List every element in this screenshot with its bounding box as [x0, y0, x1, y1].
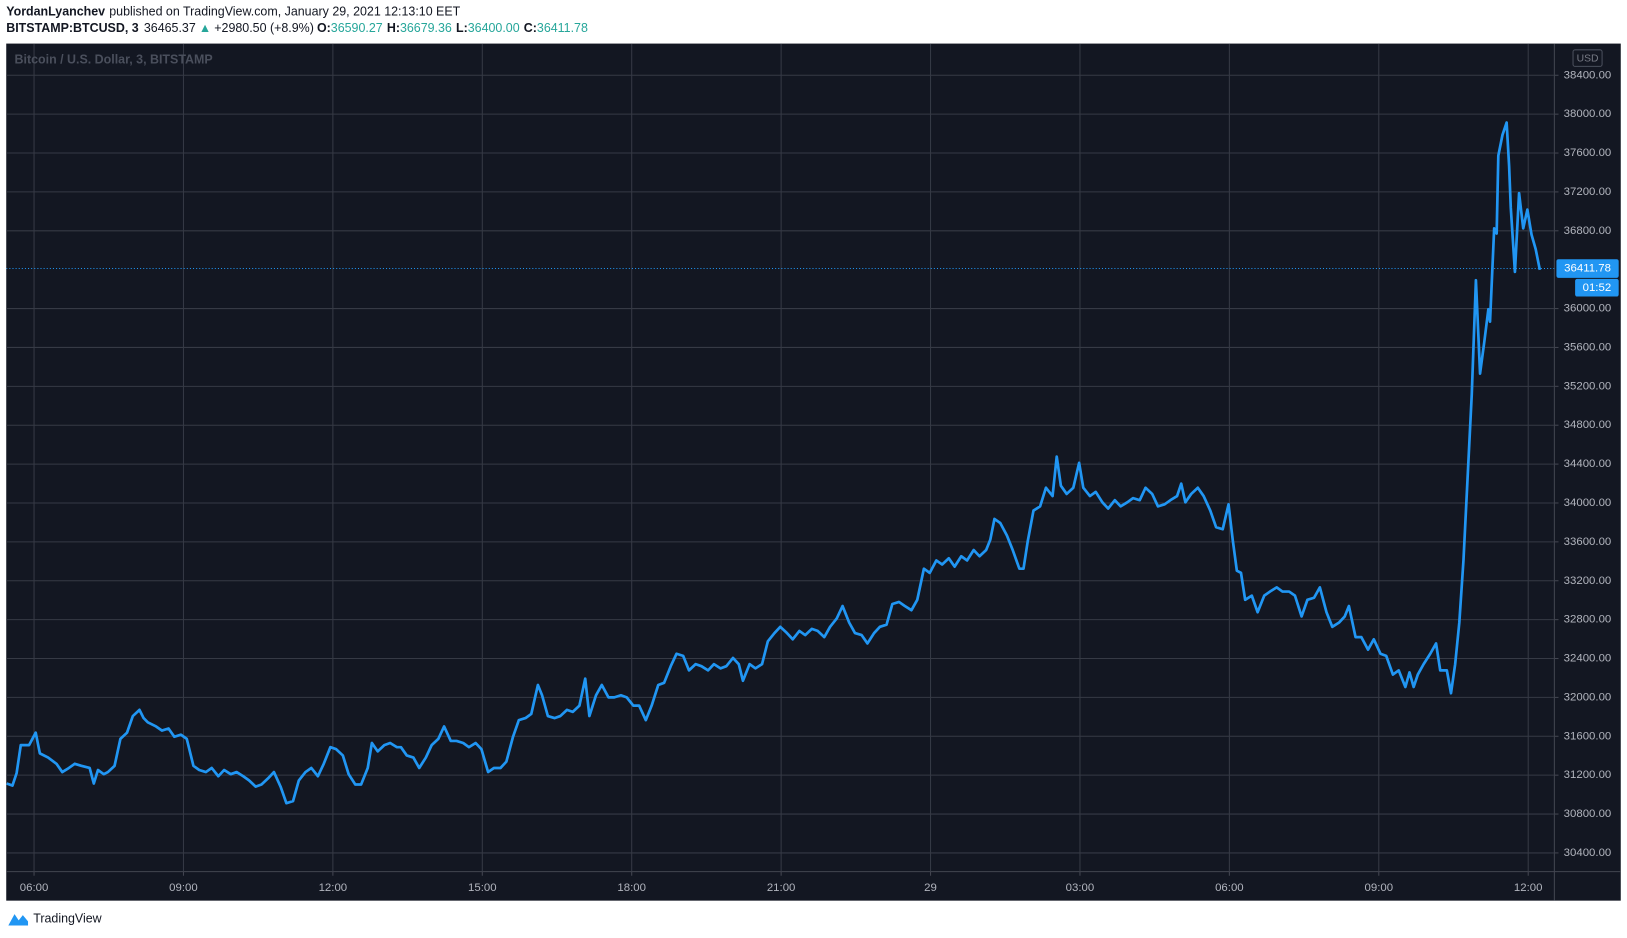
x-tick-label: 03:00 — [1066, 882, 1095, 894]
y-tick-label: 31600.00 — [1564, 730, 1612, 742]
x-tick-label: 06:00 — [20, 882, 49, 894]
x-tick-label: 09:00 — [169, 882, 198, 894]
y-tick-label: 34000.00 — [1564, 497, 1612, 509]
countdown-box — [1575, 278, 1619, 297]
y-tick-label: 38400.00 — [1564, 69, 1612, 81]
symbol[interactable]: BITSTAMP:BTCUSD, 3 — [6, 21, 139, 35]
x-tick-label: 12:00 — [1514, 882, 1543, 894]
open-label: O: — [317, 21, 331, 35]
y-tick-label: 32800.00 — [1564, 614, 1612, 626]
y-tick-label: 30400.00 — [1564, 847, 1612, 859]
y-tick-label: 34400.00 — [1564, 458, 1612, 470]
last-price-label: 36411.78 — [1564, 263, 1611, 275]
x-tick-label: 06:00 — [1215, 882, 1244, 894]
price-line — [6, 121, 1542, 805]
x-tick-label: 18:00 — [617, 882, 646, 894]
y-tick-label: 31200.00 — [1564, 769, 1612, 781]
plot — [6, 121, 1555, 805]
x-tick-label: 12:00 — [319, 882, 348, 894]
y-tick-label: 36000.00 — [1564, 303, 1612, 315]
header-line-1: YordanLyanchev published on TradingView.c… — [6, 5, 460, 19]
y-tick-label: 38000.00 — [1564, 108, 1612, 120]
author[interactable]: YordanLyanchev — [6, 5, 105, 19]
logo-icon — [8, 914, 29, 926]
y-tick-label: 33600.00 — [1564, 536, 1612, 548]
y-tick-label: 36800.00 — [1564, 225, 1612, 237]
price: 36465.37 — [144, 21, 196, 35]
arrow: ▲ — [199, 21, 211, 35]
y-tick-label: 33200.00 — [1564, 575, 1612, 587]
high: 36679.36 — [400, 21, 452, 35]
y-tick-label: 30800.00 — [1564, 808, 1612, 820]
y-tick-label: 37200.00 — [1564, 186, 1612, 198]
y-tick-label: 32400.00 — [1564, 653, 1612, 665]
close-label: C: — [524, 21, 537, 35]
published: published on TradingView.com, January 29… — [109, 5, 460, 19]
x-tick-label: 09:00 — [1365, 882, 1394, 894]
header-line-2: BITSTAMP:BTCUSD, 3 36465.37 ▲ +2980.50 (+8.… — [6, 21, 588, 35]
currency: USD — [1577, 53, 1599, 64]
y-tick-label: 32000.00 — [1564, 691, 1612, 703]
x-tick-label: 15:00 — [468, 882, 497, 894]
y-tick-label: 35600.00 — [1564, 341, 1612, 353]
countdown: 01:52 — [1583, 282, 1612, 294]
y-tick-label: 35200.00 — [1564, 380, 1612, 392]
close: 36411.78 — [537, 21, 588, 35]
chart-panel — [6, 43, 1621, 901]
footer-logo — [8, 914, 29, 926]
footer-brand[interactable]: TradingView — [33, 912, 102, 926]
low-label: L: — [456, 21, 468, 35]
grid — [6, 43, 1555, 872]
open: 36590.27 — [331, 21, 383, 35]
x-tick-label: 21:00 — [767, 882, 796, 894]
change: +2980.50 (+8.9%) — [214, 21, 314, 35]
y-tick-label: 37600.00 — [1564, 147, 1612, 159]
low: 36400.00 — [468, 21, 520, 35]
x-tick-label: 29 — [924, 882, 937, 894]
axes: 30400.00 30800.00 31200.00 31600.00 32000.00… — [20, 69, 1619, 894]
y-tick-label: 34800.00 — [1564, 419, 1612, 431]
last-price-box — [1556, 259, 1619, 278]
high-label: H: — [387, 21, 400, 35]
series-watermark: Bitcoin / U.S. Dollar, 3, BITSTAMP — [15, 52, 213, 66]
currency-box[interactable] — [1572, 49, 1603, 67]
